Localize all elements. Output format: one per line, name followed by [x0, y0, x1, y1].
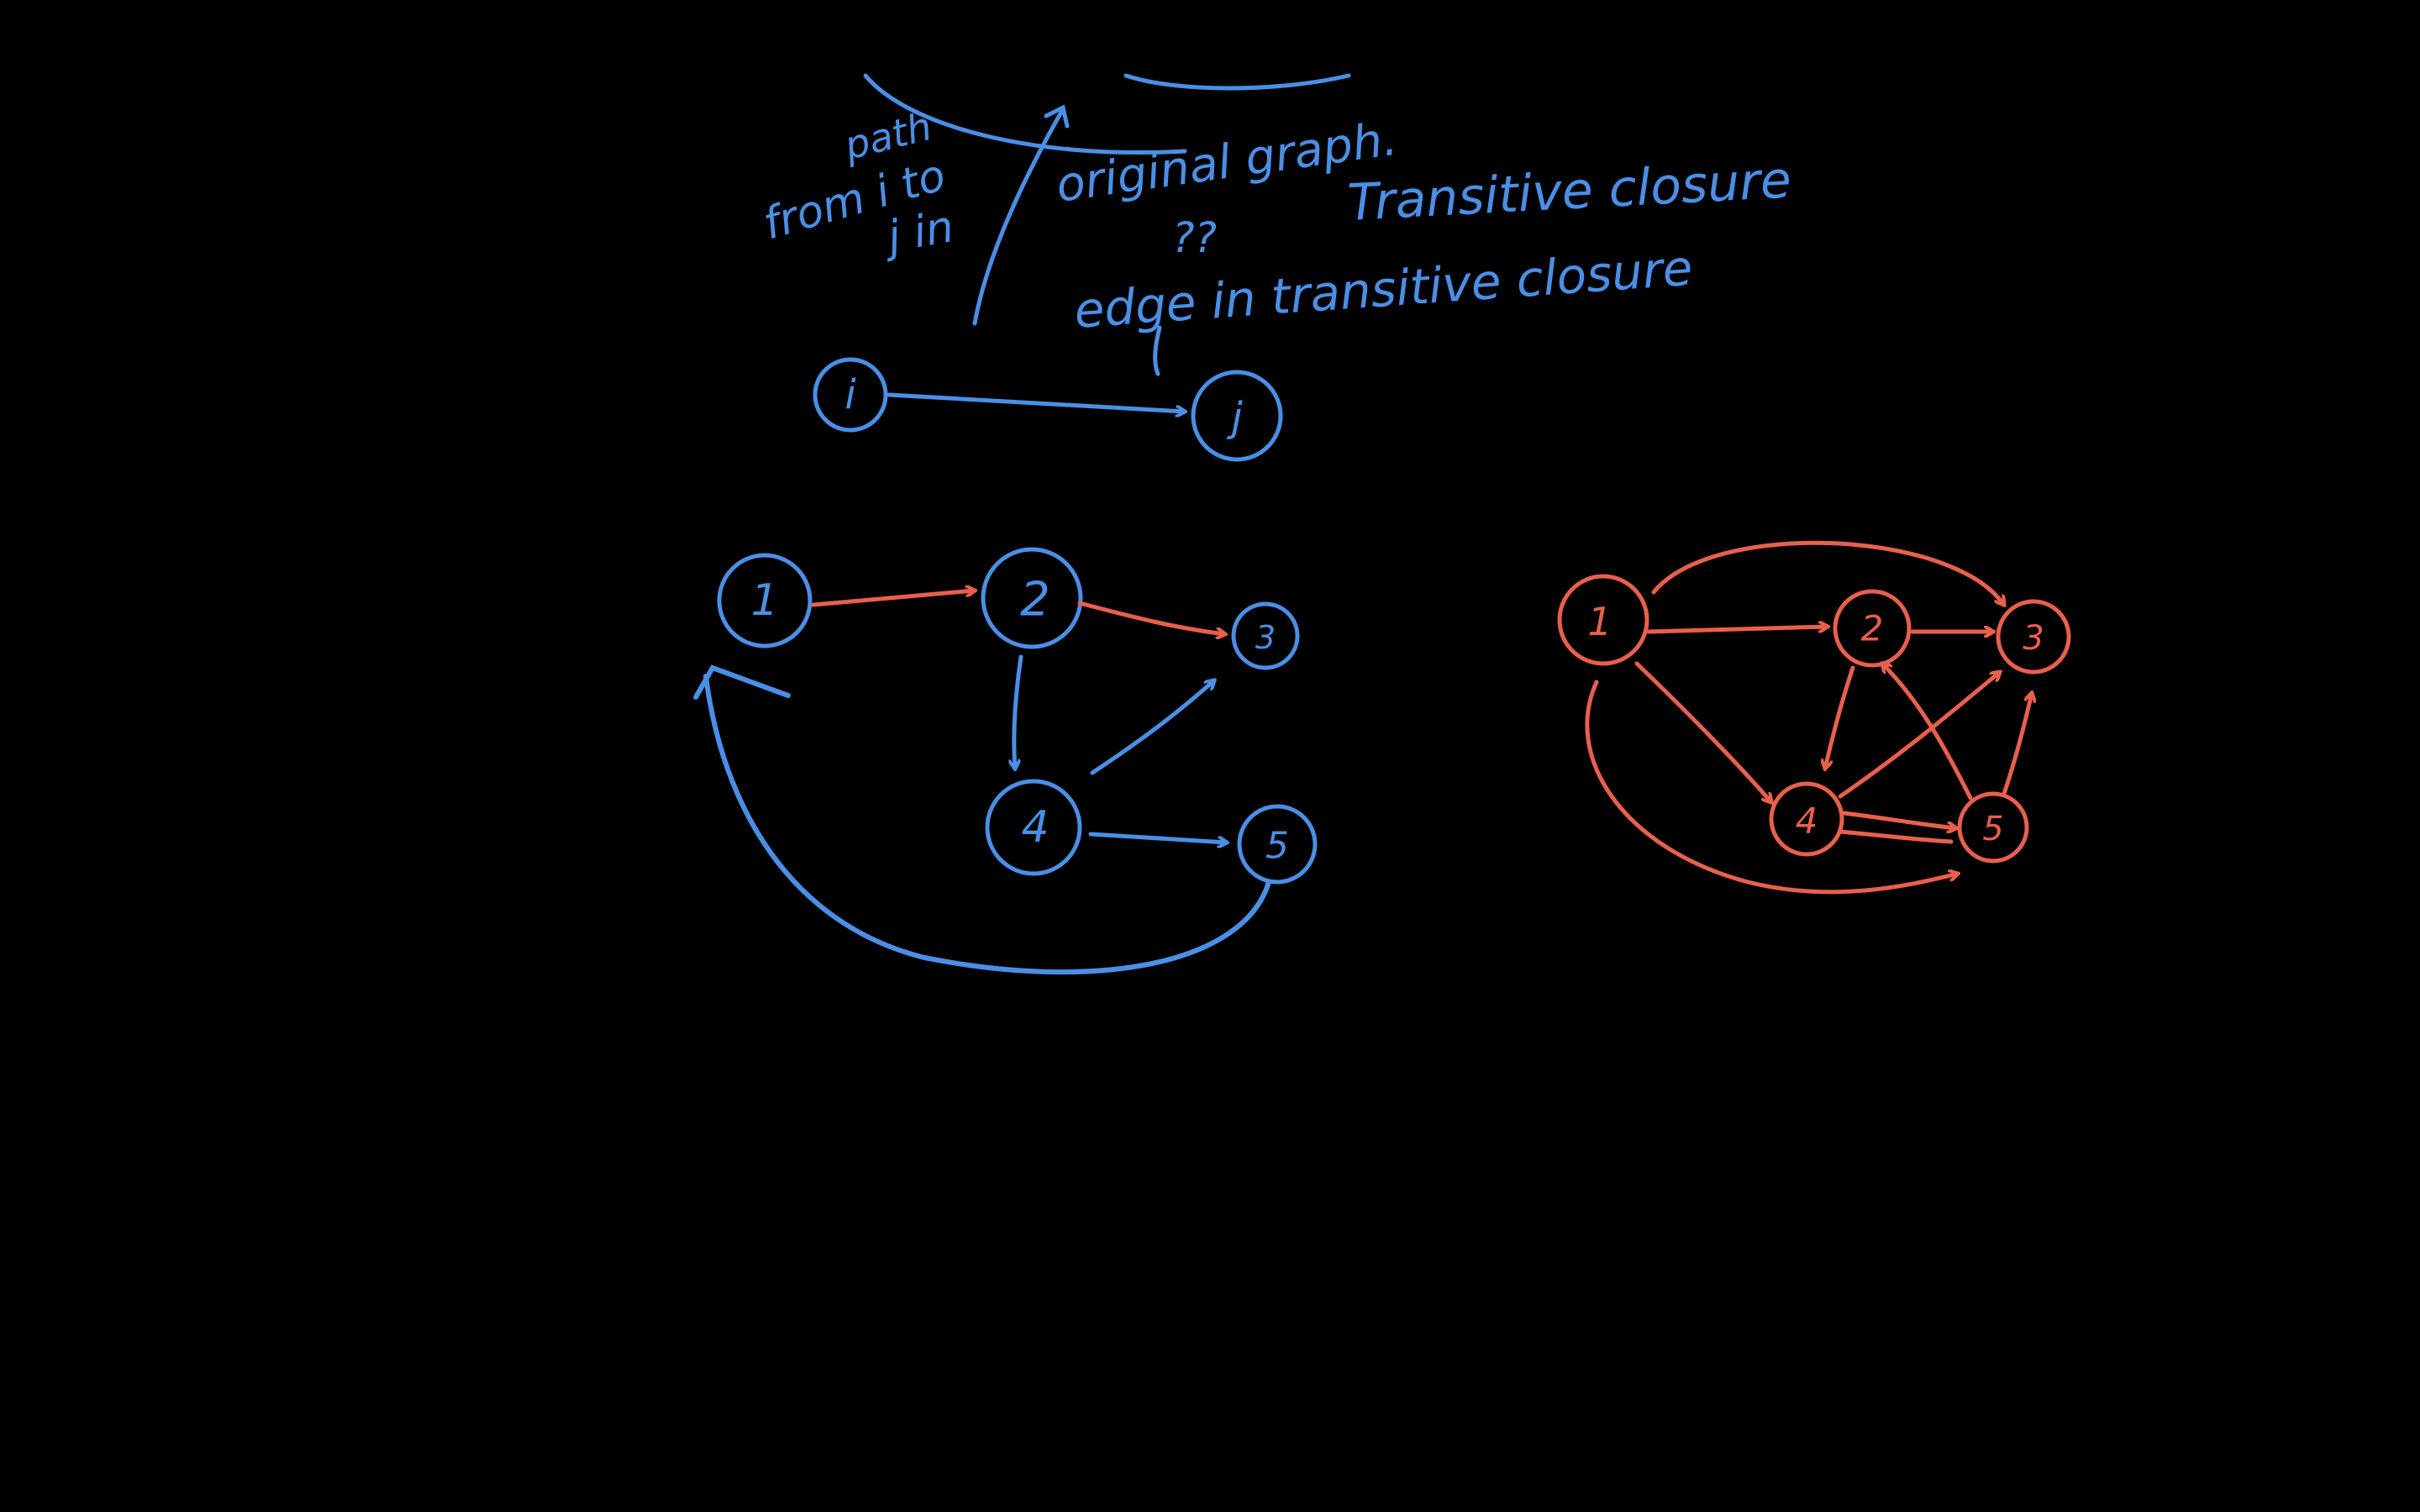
closure-node-5-label: 5: [1982, 810, 2003, 848]
closure-node-1-circle: [1557, 574, 1649, 666]
original-graph: 1 2 3 4 5: [693, 547, 1318, 975]
notes-text: path from i to j in original graph. ?? T…: [758, 103, 1792, 339]
top-curve-left: [863, 73, 1187, 155]
original-edge-4-5: [1088, 832, 1227, 843]
original-edge-5-1-arrowhead: [693, 664, 791, 700]
closure-node-2-circle: [1833, 589, 1912, 668]
example-edge: [813, 357, 1283, 462]
original-node-1-circle: [717, 553, 813, 648]
notes-group: [863, 73, 1351, 376]
edge-i-to-j: [886, 392, 1185, 412]
original-edge-2-4: [1014, 654, 1023, 769]
slash-stroke: [972, 107, 1065, 326]
closure-node-3-circle: [1996, 599, 2071, 675]
original-node-4-circle: [985, 779, 1082, 876]
closure-edge-4-5-second: [1838, 829, 1954, 844]
closure-edge-1-2: [1646, 627, 1828, 634]
closure-graph: 1 2 3 4 5: [1557, 540, 2071, 895]
node-j-circle: [1191, 370, 1283, 462]
closure-node-5-circle: [1957, 791, 2029, 864]
note-transitive-closure: Transitive closure: [1346, 150, 1792, 233]
original-node-3-circle: [1231, 601, 1300, 670]
closure-node-1-label: 1: [1587, 599, 1612, 644]
closure-node-4-label: 4: [1796, 801, 1818, 842]
original-node-3-label: 3: [1255, 619, 1276, 656]
closure-node-3-label: 3: [2023, 619, 2044, 658]
slash-arrowhead: [1044, 104, 1070, 129]
node-i-label: i: [844, 371, 856, 418]
original-node-2-circle: [981, 547, 1083, 649]
closure-edge-5-2: [1882, 664, 1973, 801]
note-edge-in-transitive-closure: edge in transitive closure: [1072, 239, 1694, 339]
closure-edge-1-5: [1585, 680, 1958, 895]
closure-edge-4-5: [1842, 811, 1956, 828]
original-edge-5-1: [703, 674, 1271, 975]
node-j-label: j: [1226, 394, 1243, 441]
original-edge-4-3: [1090, 680, 1214, 775]
original-edge-2-3: [1077, 601, 1225, 634]
original-node-4-label: 4: [1021, 802, 1049, 853]
closure-edge-4-3: [1838, 672, 2000, 799]
node-i-circle: [813, 357, 888, 433]
note-question-marks: ??: [1172, 213, 1217, 262]
closure-edge-1-3: [1651, 540, 2004, 605]
closure-node-4-circle: [1769, 781, 1844, 857]
closure-edge-2-4: [1825, 665, 1855, 769]
closure-edge-1-4: [1634, 661, 1771, 802]
original-node-2-label: 2: [1020, 573, 1050, 627]
closure-edge-5-3: [2002, 693, 2032, 796]
original-edge-1-2: [811, 591, 975, 607]
original-node-5-label: 5: [1265, 825, 1289, 868]
note-j-in: j in: [879, 202, 958, 264]
original-node-5-circle: [1237, 804, 1318, 885]
closure-node-2-label: 2: [1861, 608, 1884, 649]
descender-stroke: [1153, 325, 1162, 376]
original-node-1-label: 1: [750, 575, 778, 626]
top-curve-right: [1123, 73, 1351, 91]
